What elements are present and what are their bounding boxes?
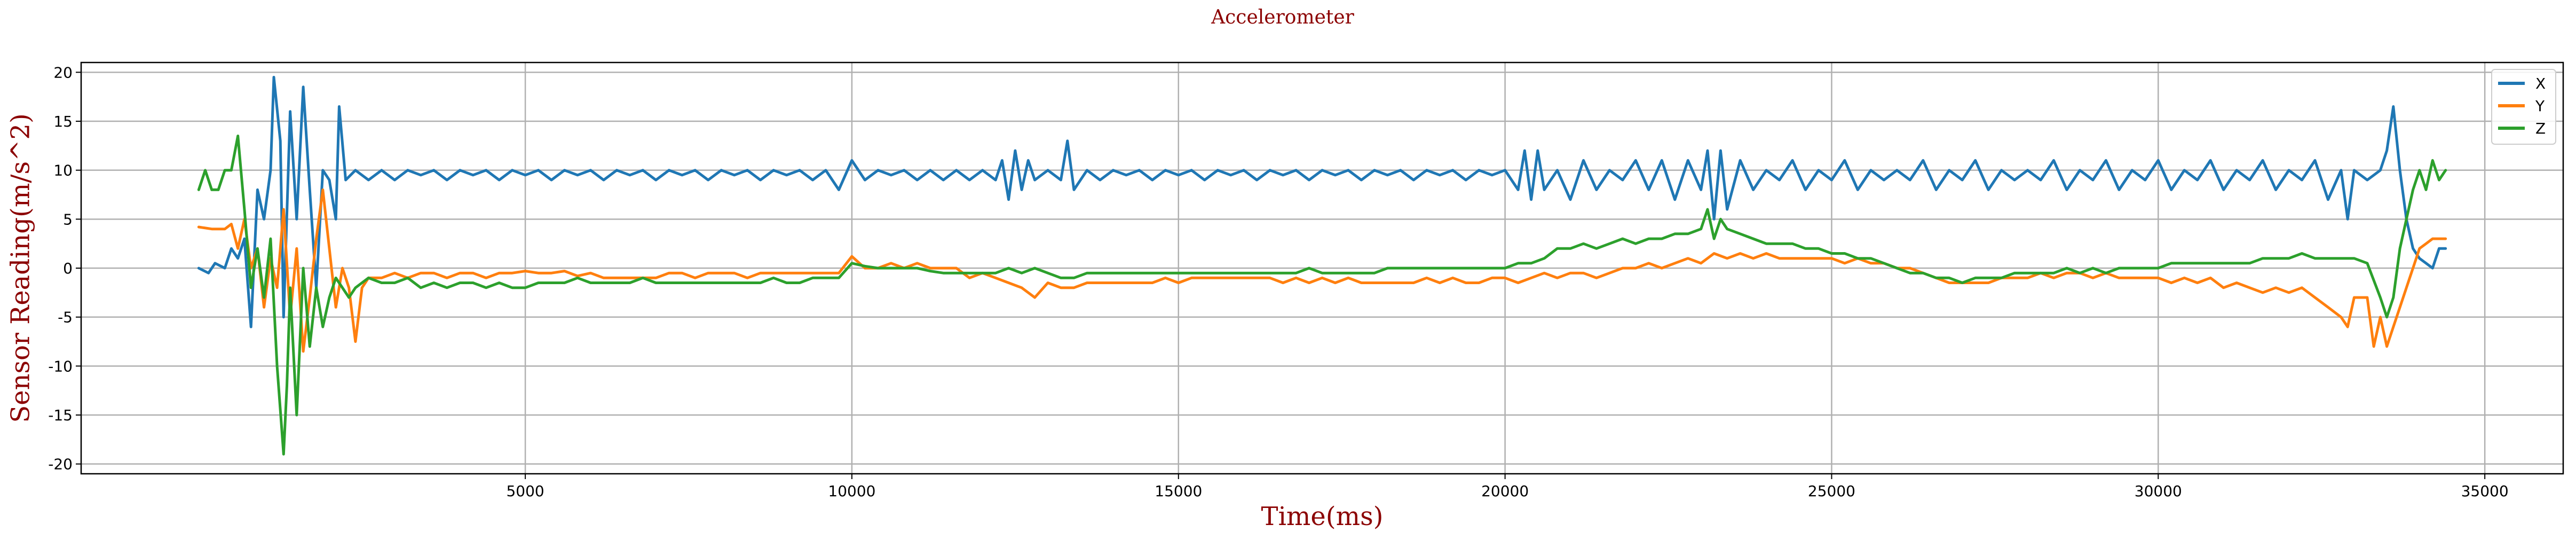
series-line-y <box>197 188 2447 353</box>
legend: XYZ <box>2491 69 2556 145</box>
series-lines <box>197 76 2447 456</box>
y-tick-label: 15 <box>53 113 73 130</box>
x-tick-label: 35000 <box>2461 482 2509 500</box>
y-tick-label: 10 <box>53 162 73 179</box>
legend-label-x: X <box>2535 75 2546 92</box>
x-axis-ticks: 5000 10000 15000 20000 25000 30000 35000 <box>506 474 2509 500</box>
x-tick-label: 15000 <box>1155 482 1202 500</box>
legend-label-y: Y <box>2535 97 2545 115</box>
y-tick-label: -20 <box>48 456 73 473</box>
series-line-x <box>197 76 2447 328</box>
x-tick-label: 20000 <box>1481 482 1529 500</box>
y-tick-label: -15 <box>48 406 73 424</box>
y-tick-label: 5 <box>63 210 73 228</box>
x-axis-label: Time(ms) <box>1261 502 1384 531</box>
y-axis-label: Sensor Reading(m/s^2) <box>6 113 36 422</box>
grid <box>81 62 2563 474</box>
legend-label-z: Z <box>2535 120 2546 137</box>
x-tick-label: 5000 <box>506 482 544 500</box>
y-tick-label: -5 <box>58 309 73 326</box>
x-tick-label: 25000 <box>1808 482 1855 500</box>
y-tick-label: 20 <box>53 64 73 81</box>
y-axis-ticks: -20 -15 -10 -5 0 5 10 15 20 <box>48 64 81 473</box>
x-tick-label: 30000 <box>2135 482 2182 500</box>
chart-title: Accelerometer <box>1211 6 1355 28</box>
y-tick-label: -10 <box>48 357 73 375</box>
y-tick-label: 0 <box>63 260 73 277</box>
series-line-z <box>197 135 2447 456</box>
x-tick-label: 10000 <box>828 482 875 500</box>
